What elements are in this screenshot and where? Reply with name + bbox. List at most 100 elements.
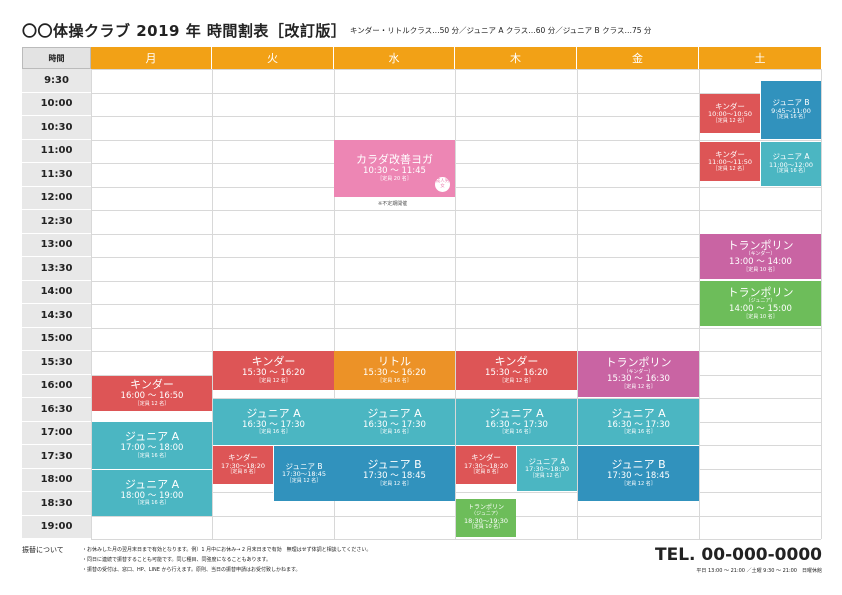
class-block: キンダー 17:30〜18:20 ［定員 8 名］ [456,445,516,484]
class-time: 16:30 〜 17:30 [607,419,670,430]
class-block: キンダー 15:30 〜 16:20 ［定員 12 名］ [456,351,577,390]
class-name: ジュニア A [367,406,422,420]
class-time: 15:30 〜 16:20 [242,368,305,379]
class-time: 16:30 〜 17:30 [363,419,426,430]
row-line [91,163,821,164]
col-line [212,69,213,539]
class-block: ジュニア A 18:00 〜 19:00 ［定員 16 名］ [92,469,212,516]
class-name: ジュニア A [528,456,566,466]
class-name: ジュニア B [772,98,810,108]
class-name: ジュニア A [124,430,180,444]
class-block: トランポリン （キンダー） 15:30 〜 16:30 ［定員 12 名］ [578,351,699,397]
time-label: 18:00 [22,468,91,492]
col-line [91,69,92,539]
class-time: 18:30〜19:30 [464,516,508,525]
makeup-note: ・振替の受付は、窓口、HP、LINE から行えます。原則、当日の振替申請はお受付… [82,567,301,573]
class-time: 13:00 〜 14:00 [729,256,792,267]
class-name: キンダー [471,453,501,463]
class-capacity: ［定員 10 名］ [468,524,504,531]
day-header-tue: 火 [212,47,334,69]
class-block: ジュニア A 17:00 〜 18:00 ［定員 16 名］ [92,422,212,469]
class-time: 17:00 〜 18:00 [120,443,184,454]
time-label: 17:00 [22,421,91,445]
class-capacity: ［定員 10 名］ [743,313,778,320]
row-line [91,116,821,117]
class-subtitle: （ジュニア） [745,298,776,305]
class-block: ジュニア B 17:30 〜 18:45 ［定員 12 名］ [334,445,455,501]
class-time: 10:00〜10:50 [708,110,752,119]
day-header-thu: 木 [455,47,577,69]
class-name: トランポリン [727,238,794,252]
class-capacity: ［定員 16 名］ [256,429,291,436]
time-label: 14:30 [22,304,91,328]
class-time: 18:00 〜 19:00 [120,490,184,501]
row-line [91,257,821,258]
makeup-notes: ・お休みした月の翌月末日まで有効となります。例）1 月中にお休み→ 2 月末日ま… [82,545,371,575]
class-time: 17:30〜18:20 [221,461,265,470]
class-block: カラダ改善ヨガ 10:30 〜 11:45 ［定員 20 名］ 成人男女 [334,140,455,197]
time-label: 17:30 [22,445,91,469]
makeup-label: 振替について [22,546,64,554]
row-line [91,280,821,282]
class-block: ジュニア B 9:45〜11:00 ［定員 16 名］ [760,81,821,139]
row-line [91,186,821,188]
time-label: 12:30 [22,210,91,234]
class-subtitle: （ジュニア） [471,510,501,517]
row-line [91,139,821,141]
class-name: ジュニア B [611,458,666,472]
class-block: キンダー 11:00〜11:50 ［定員 12 名］ [700,142,760,181]
time-label: 10:00 [22,92,91,116]
time-label: 16:30 [22,398,91,422]
time-column-header: 時間 [22,47,91,69]
class-time: 10:30 〜 11:45 [363,166,426,177]
class-capacity: ［定員 10 名］ [743,266,778,273]
class-capacity: ［定員 12 名］ [256,377,291,384]
row-line [91,327,821,329]
class-block: ジュニア A 17:30〜18:30 ［定員 12 名］ [516,445,577,491]
row-line [91,92,821,94]
time-label: 15:30 [22,351,91,375]
class-name: ジュニア A [246,406,301,420]
class-name: キンダー [494,355,539,369]
class-time: 17:30〜18:20 [464,461,508,470]
class-name: ジュニア A [772,152,810,162]
class-block: ジュニア A 16:30 〜 17:30 ［定員 16 名］ [213,399,334,445]
class-block: トランポリン （キンダー） 13:00 〜 14:00 ［定員 10 名］ [700,234,821,279]
class-block: ジュニア A 16:30 〜 17:30 ［定員 16 名］ [334,399,455,445]
class-block: キンダー 10:00〜10:50 ［定員 12 名］ [700,94,760,133]
page-title: 〇〇体操クラブ 2019 年 時間割表［改訂版］ [22,22,347,40]
class-name: キンダー [228,453,258,463]
col-line [821,69,822,539]
class-block: ジュニア A 16:30 〜 17:30 ［定員 16 名］ [456,399,577,445]
class-name: リトル [378,355,411,369]
class-capacity: ［定員 16 名］ [773,168,809,175]
class-name: ジュニア A [611,406,666,420]
day-header-sat: 土 [699,47,821,69]
phone-number: TEL. 00-000-0000 [655,545,822,565]
row-line [91,492,821,493]
col-line [577,69,578,539]
class-capacity: ［定員 16 名］ [621,429,656,436]
class-capacity: ［定員 12 名］ [529,472,565,479]
class-name: トランポリン [727,285,794,299]
class-capacity: ［定員 12 名］ [286,477,322,484]
class-name: キンダー [715,149,745,159]
class-capacity: ［定員 16 名］ [377,377,412,384]
row-line [91,398,821,399]
class-duration-note: キンダー・リトルクラス…50 分／ジュニア A クラス…60 分／ジュニア B … [350,26,652,35]
class-name: キンダー [251,355,296,369]
class-capacity: ［定員 12 名］ [712,165,748,172]
makeup-note: ・お休みした月の翌月末日まで有効となります。例）1 月中にお休み→ 2 月末日ま… [82,547,372,553]
class-name: トランポリン [605,356,672,370]
class-capacity: ［定員 12 名］ [134,400,170,407]
class-block: ジュニア B 17:30〜18:45 ［定員 12 名］ [273,445,334,501]
col-line [334,69,335,539]
class-time: 17:30〜18:45 [282,470,326,479]
class-block: トランポリン （ジュニア） 18:30〜19:30 ［定員 10 名］ [456,499,516,537]
class-subtitle: （キンダー） [745,251,776,258]
time-label: 16:00 [22,374,91,398]
time-label: 18:30 [22,492,91,516]
class-time: 15:30 〜 16:20 [363,368,426,379]
time-label: 19:00 [22,515,91,539]
class-block: リトル 15:30 〜 16:20 ［定員 16 名］ [334,351,455,390]
